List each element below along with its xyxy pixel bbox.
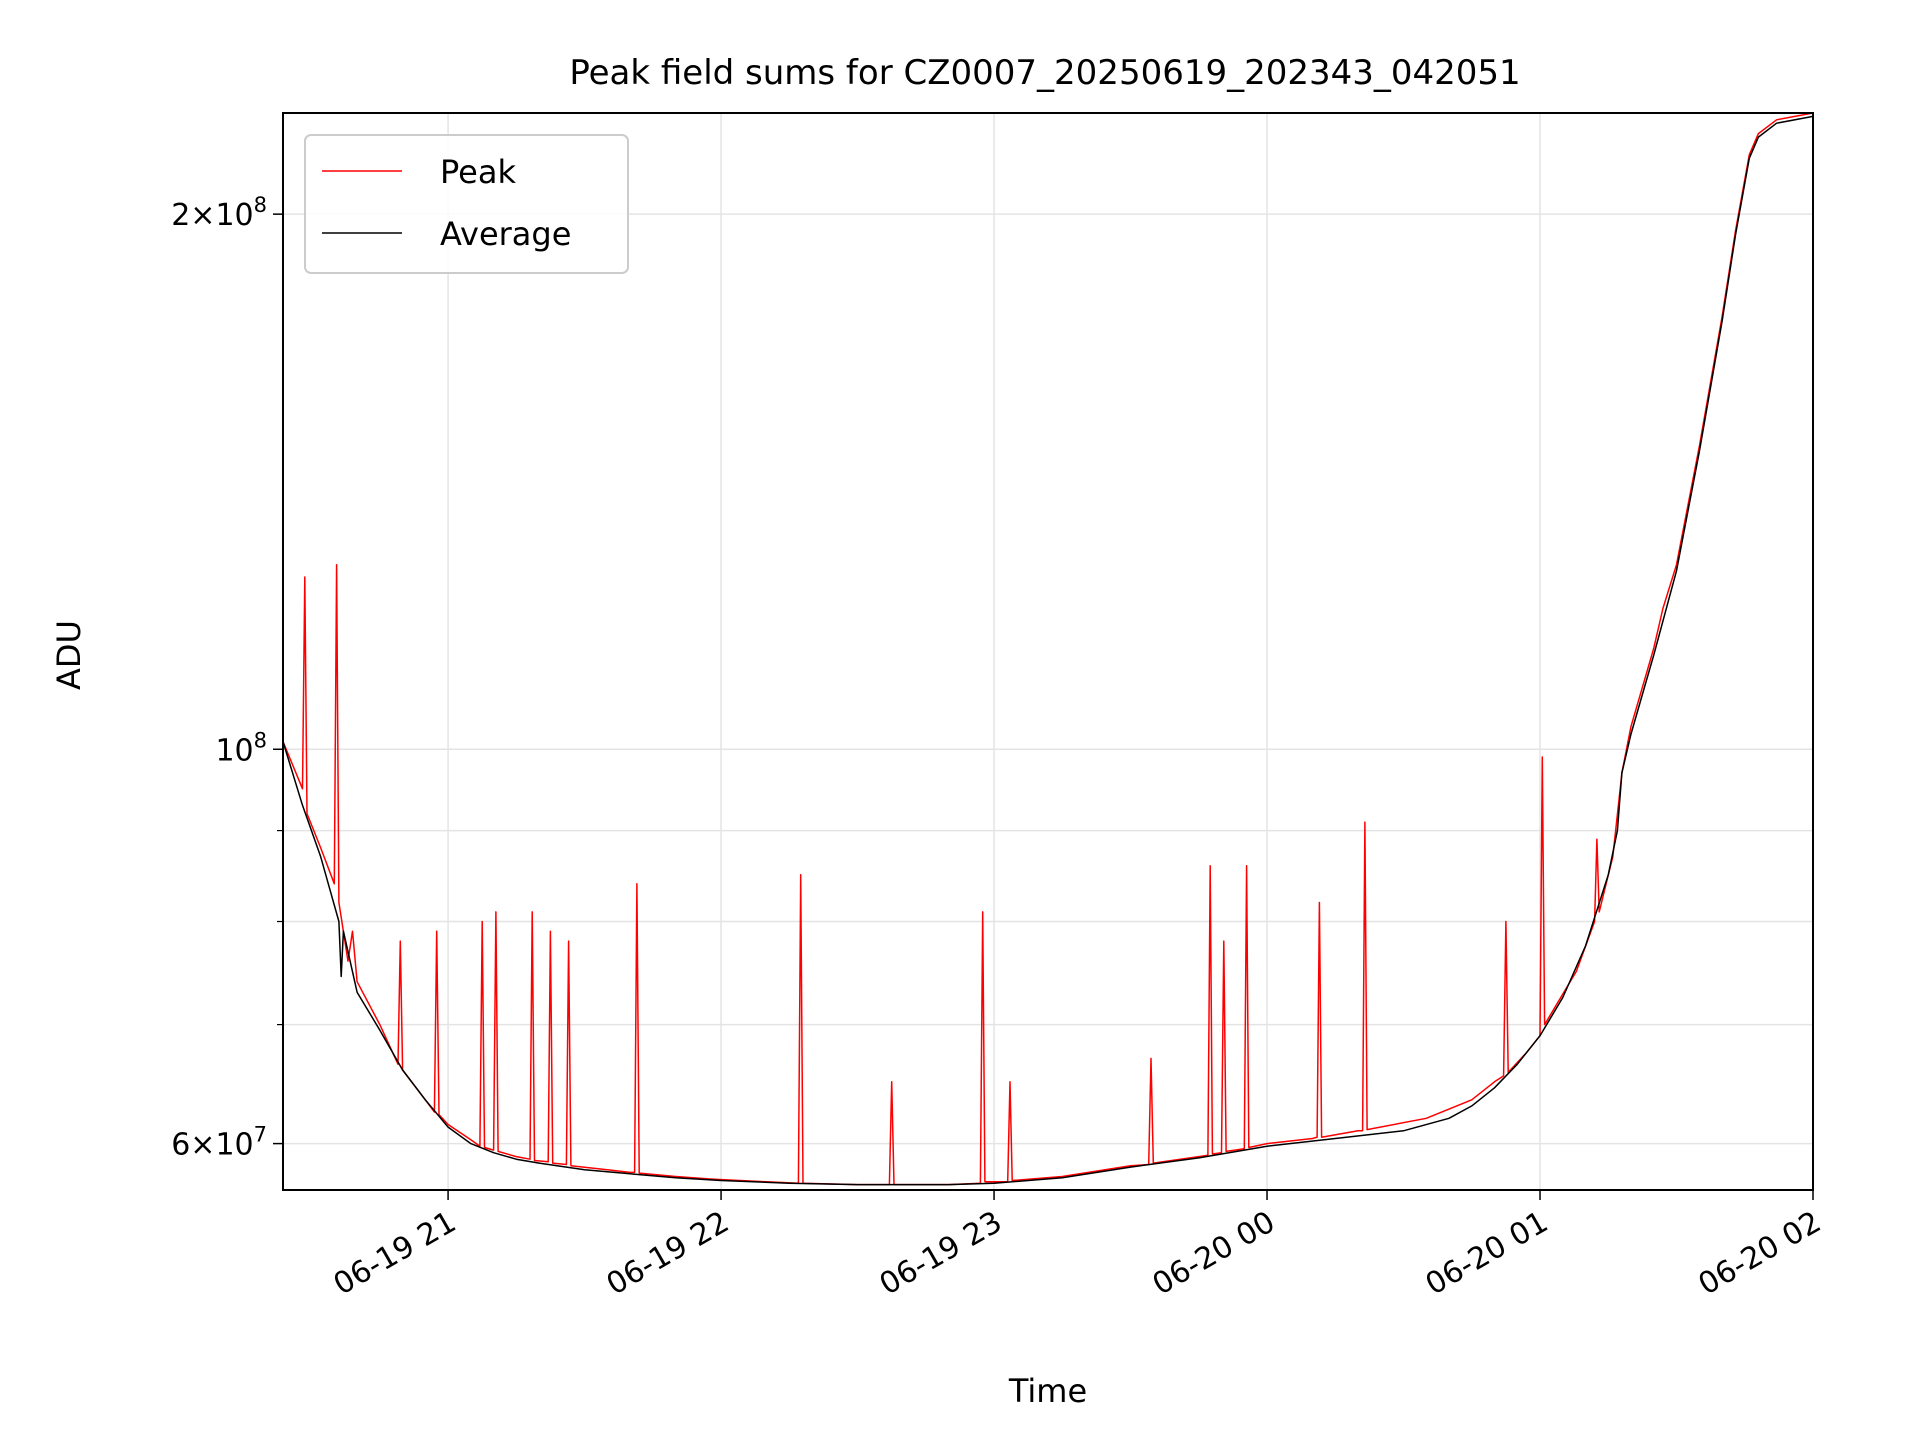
legend-label-average: Average [440,215,571,253]
y-tick-label: 2×108 [171,193,267,233]
y-axis-label: ADU [50,620,88,690]
x-tick-label: 06-19 22 [601,1205,735,1303]
x-tick-label: 06-19 23 [874,1205,1008,1303]
x-axis-label: Time [1008,1372,1087,1410]
x-tick-label: 06-20 01 [1420,1205,1554,1303]
series-line-average [282,115,1814,1186]
y-tick-label: 6×107 [171,1123,267,1163]
y-axis: 6×107 108 2×108 [171,193,283,1163]
grid [283,113,1813,1190]
series-line-peak [282,112,1814,1186]
x-tick-label: 06-19 21 [328,1205,462,1303]
legend: Peak Average [304,134,629,274]
y-tick-label: 108 [215,728,267,768]
legend-label-peak: Peak [440,153,516,191]
x-tick-label: 06-20 02 [1693,1205,1827,1303]
chart-title: Peak field sums for CZ0007_20250619_2023… [569,53,1520,93]
plot-frame [282,112,1814,1191]
series-layer [282,112,1814,1186]
x-axis: 06-19 21 06-19 22 06-19 23 06-20 00 06-20 01… [328,1190,1827,1302]
x-tick-label: 06-20 00 [1147,1205,1281,1303]
legend-box [304,134,629,274]
